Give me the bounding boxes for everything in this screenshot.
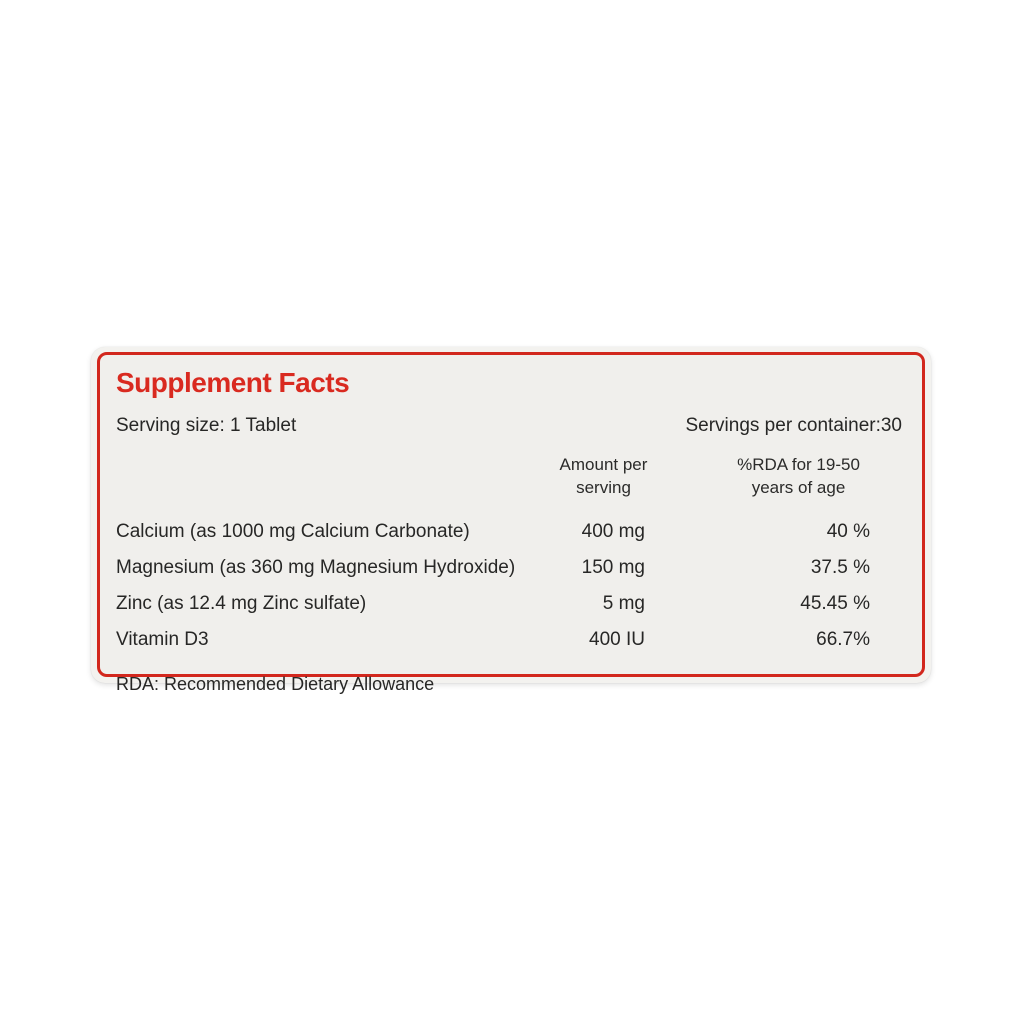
nutrient-rda: 45.45 % bbox=[800, 592, 870, 614]
supplement-facts-panel: Supplement Facts Serving size: 1 Tablet … bbox=[97, 352, 925, 694]
rda-column-header: %RDA for 19-50 years of age bbox=[737, 455, 860, 497]
nutrient-amount: 5 mg bbox=[602, 592, 645, 614]
nutrient-name: Calcium (as 1000 mg Calcium Carbonate) bbox=[116, 520, 470, 542]
nutrient-rda: 66.7% bbox=[816, 628, 870, 650]
table-row: Vitamin D3 400 IU 66.7% bbox=[116, 622, 906, 658]
nutrient-amount: 150 mg bbox=[581, 556, 645, 578]
table-header-row: Amount per serving %RDA for 19-50 years … bbox=[116, 454, 906, 500]
rda-footnote: RDA: Recommended Dietary Allowance bbox=[116, 673, 435, 694]
nutrient-name: Zinc (as 12.4 mg Zinc sulfate) bbox=[116, 592, 367, 614]
nutrient-name: Vitamin D3 bbox=[116, 628, 209, 650]
servings-per-container-text: Servings per container:30 bbox=[685, 415, 902, 436]
nutrient-name: Magnesium (as 360 mg Magnesium Hydroxide… bbox=[116, 556, 516, 578]
nutrient-rda: 37.5 % bbox=[810, 556, 870, 578]
supplement-facts-title: Supplement Facts bbox=[116, 367, 350, 398]
nutrient-rda: 40 % bbox=[826, 520, 870, 542]
nutrient-amount: 400 mg bbox=[581, 520, 645, 542]
table-row: Calcium (as 1000 mg Calcium Carbonate) 4… bbox=[116, 514, 906, 550]
table-row: Zinc (as 12.4 mg Zinc sulfate) 5 mg 45.4… bbox=[116, 586, 906, 622]
nutrient-table: Calcium (as 1000 mg Calcium Carbonate) 4… bbox=[116, 514, 906, 658]
table-row: Magnesium (as 360 mg Magnesium Hydroxide… bbox=[116, 550, 906, 586]
supplement-label-sticker: Supplement Facts Serving size: 1 Tablet … bbox=[91, 347, 931, 694]
serving-size-text: Serving size: 1 Tablet bbox=[116, 415, 297, 436]
amount-column-header: Amount per serving bbox=[559, 455, 648, 497]
serving-info-row: Serving size: 1 Tablet Servings per cont… bbox=[116, 415, 906, 437]
nutrient-amount: 400 IU bbox=[589, 628, 645, 650]
